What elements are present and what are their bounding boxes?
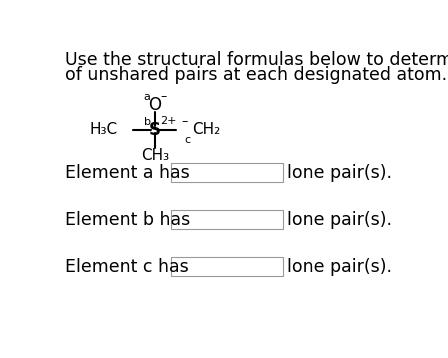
Text: a: a [143,92,151,102]
Text: lone pair(s).: lone pair(s). [287,164,392,182]
Text: lone pair(s).: lone pair(s). [287,211,392,229]
Text: of unshared pairs at each designated atom.: of unshared pairs at each designated ato… [65,66,447,84]
Text: H₃C: H₃C [90,122,118,137]
Text: Element b has: Element b has [65,211,190,229]
Text: lone pair(s).: lone pair(s). [287,257,392,276]
Text: Use the structural formulas below to determine the number: Use the structural formulas below to det… [65,51,448,69]
FancyBboxPatch shape [171,257,284,276]
Text: CH₃: CH₃ [141,148,169,163]
Text: CH₂: CH₂ [192,122,220,137]
Text: –: – [160,91,167,103]
FancyBboxPatch shape [171,210,284,229]
Text: Element a has: Element a has [65,164,190,182]
Text: –: – [181,115,188,128]
Text: 2+: 2+ [160,116,177,126]
FancyBboxPatch shape [171,163,284,182]
Text: c: c [185,135,191,145]
Text: S: S [149,121,161,139]
Text: b: b [144,117,151,127]
Text: O: O [148,96,161,114]
Text: Element c has: Element c has [65,257,189,276]
